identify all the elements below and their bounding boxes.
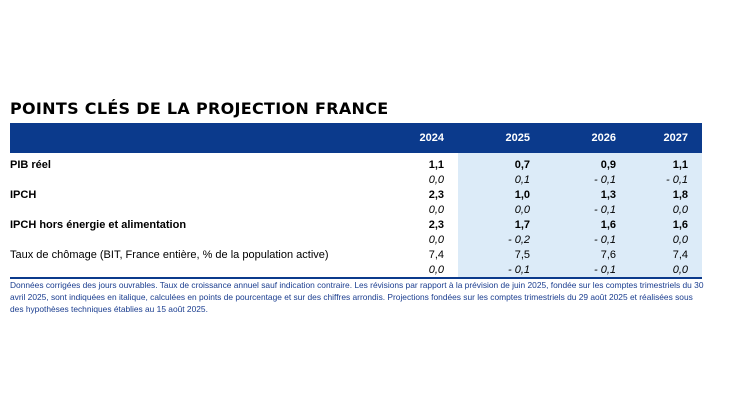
row-label: Taux de chômage (BIT, France entière, % … xyxy=(10,248,329,261)
value-2027: 1,6 xyxy=(630,217,702,232)
table-row-unemployment: Taux de chômage (BIT, France entière, % … xyxy=(10,247,702,262)
value-2024: 2,3 xyxy=(428,188,444,201)
table-row-ipch-core: IPCH hors énergie et alimentation 2,3 1,… xyxy=(10,217,702,232)
value-2027: 1,8 xyxy=(630,187,702,202)
projection-table: 2024 2025 2026 2027 PIB réel 1,1 0,7 0,9… xyxy=(10,123,702,279)
value-2027: 1,1 xyxy=(630,153,702,172)
revision-2025: 0,1 xyxy=(458,172,544,187)
table-row-pib-revision: 0,0 0,1 - 0,1 - 0,1 xyxy=(10,172,702,187)
page-title: POINTS CLÉS DE LA PROJECTION FRANCE xyxy=(10,99,389,118)
table-header-row: 2024 2025 2026 2027 xyxy=(10,123,702,153)
value-2024: 2,3 xyxy=(428,218,444,231)
table-row-ipch-revision: 0,0 0,0 - 0,1 0,0 xyxy=(10,202,702,217)
value-2027: 7,4 xyxy=(630,247,702,262)
value-2024: 7,4 xyxy=(428,248,444,261)
header-label-column xyxy=(10,123,370,153)
value-2025: 0,7 xyxy=(458,153,544,172)
table-row-ipch-core-revision: 0,0 - 0,2 - 0,1 0,0 xyxy=(10,232,702,247)
header-year-2026: 2026 xyxy=(544,123,630,153)
header-year-2025: 2025 xyxy=(458,123,544,153)
revision-2025: 0,0 xyxy=(458,202,544,217)
revision-2027: - 0,1 xyxy=(630,172,702,187)
revision-2027: 0,0 xyxy=(630,202,702,217)
revision-2024: 0,0 xyxy=(428,233,444,246)
row-label: IPCH hors énergie et alimentation xyxy=(10,218,187,231)
revision-2024: 0,0 xyxy=(370,262,458,279)
value-2024: 1,1 xyxy=(428,158,444,171)
revision-2026: - 0,1 xyxy=(544,202,630,217)
revision-2027: 0,0 xyxy=(630,262,702,279)
footnote: Données corrigées des jours ouvrables. T… xyxy=(10,280,704,314)
value-2025: 7,5 xyxy=(458,247,544,262)
revision-2025: - 0,2 xyxy=(458,232,544,247)
revision-2024: 0,0 xyxy=(428,173,444,186)
row-label: IPCH xyxy=(10,188,37,201)
revision-2026: - 0,1 xyxy=(544,232,630,247)
revision-2026: - 0,1 xyxy=(544,172,630,187)
revision-2025: - 0,1 xyxy=(458,262,544,279)
revision-2026: - 0,1 xyxy=(544,262,630,279)
value-2026: 7,6 xyxy=(544,247,630,262)
row-label: PIB réel xyxy=(10,158,51,171)
value-2025: 1,0 xyxy=(458,187,544,202)
value-2026: 1,3 xyxy=(544,187,630,202)
header-year-2024: 2024 xyxy=(370,123,458,153)
table-row-pib: PIB réel 1,1 0,7 0,9 1,1 xyxy=(10,153,702,172)
revision-2027: 0,0 xyxy=(630,232,702,247)
table-row-ipch: IPCH 2,3 1,0 1,3 1,8 xyxy=(10,187,702,202)
revision-2024: 0,0 xyxy=(428,203,444,216)
table-row-unemployment-revision: 0,0 - 0,1 - 0,1 0,0 xyxy=(10,262,702,279)
value-2026: 0,9 xyxy=(544,153,630,172)
value-2026: 1,6 xyxy=(544,217,630,232)
value-2025: 1,7 xyxy=(458,217,544,232)
header-year-2027: 2027 xyxy=(630,123,702,153)
